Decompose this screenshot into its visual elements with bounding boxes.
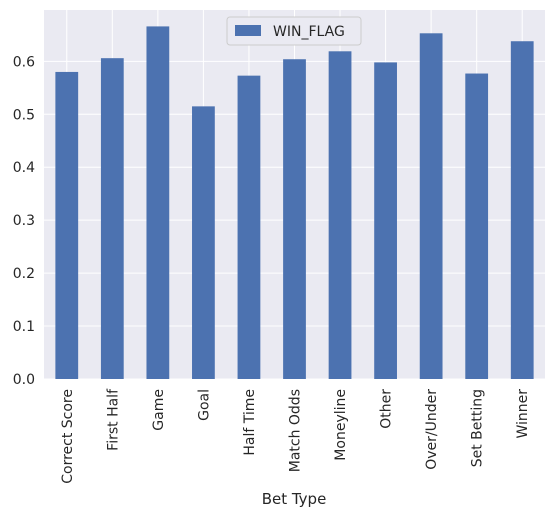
legend: WIN_FLAG (226, 16, 362, 46)
y-tick-label: 0.2 (13, 266, 35, 282)
bars (55, 26, 534, 380)
y-tick-label: 0.3 (13, 213, 35, 229)
bar-over-under (419, 33, 443, 379)
x-axis-label: Bet Type (262, 490, 327, 508)
x-tick-label: First Half (105, 388, 121, 451)
bar-moneyline (328, 51, 352, 379)
x-tick-label: Match Odds (288, 389, 304, 472)
bar-set-betting (465, 73, 489, 379)
bar-first-half (100, 58, 124, 379)
legend-label: WIN_FLAG (273, 24, 345, 40)
y-tick-label: 0.4 (13, 160, 35, 176)
x-tick-label: Winner (515, 389, 531, 439)
y-tick-label: 0.1 (13, 319, 35, 335)
bar-match-odds (283, 59, 306, 380)
y-tick-label: 0.6 (13, 54, 35, 70)
x-tick-label: Over/Under (424, 389, 440, 470)
bar-correct-score (55, 71, 79, 380)
x-tick-label: Set Betting (470, 389, 486, 467)
bar-goal (192, 106, 215, 380)
x-tick-label: Game (151, 389, 167, 431)
bar-game (146, 26, 170, 379)
x-tick-label: Other (379, 389, 395, 429)
x-tick-label: Correct Score (60, 389, 76, 484)
x-tick-labels: Correct Score First Half Game Goal Half Time… (60, 388, 531, 484)
bar-other (374, 62, 397, 379)
x-tick-label: Half Time (242, 389, 258, 456)
bar-half-time (237, 75, 261, 379)
legend-frame (226, 16, 362, 46)
x-tick-label: Moneyline (333, 389, 349, 461)
legend-swatch (235, 25, 261, 36)
y-tick-labels: 0.0 0.1 0.2 0.3 0.4 0.5 0.6 (13, 54, 35, 388)
x-tick-label: Goal (196, 389, 212, 421)
y-tick-label: 0.5 (13, 107, 35, 123)
y-tick-label: 0.0 (13, 372, 35, 388)
bar-winner (510, 41, 534, 380)
